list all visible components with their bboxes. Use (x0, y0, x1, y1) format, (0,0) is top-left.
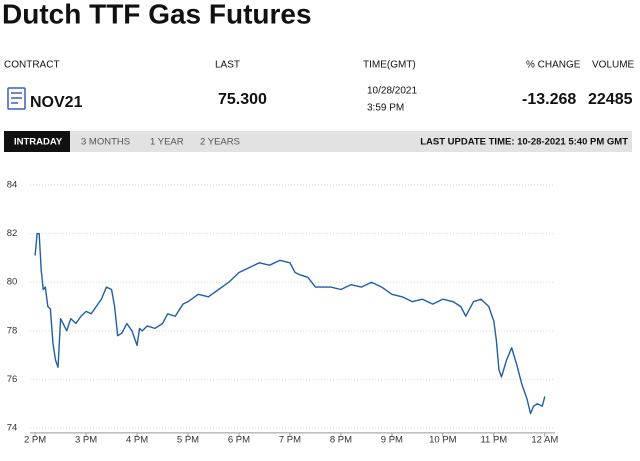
tab[interactable]: 3 MONTHS (81, 137, 130, 148)
tab[interactable]: 2 YEARS (200, 137, 240, 148)
contract-icon (7, 87, 26, 110)
x-tick-label: 12 AM (531, 434, 558, 445)
x-tick-label: 5 PM (177, 434, 199, 445)
y-tick-label: 76 (7, 374, 18, 385)
contract[interactable]: NOV21 (30, 94, 83, 111)
y-tick-label: 78 (7, 325, 18, 336)
x-tick-label: 11 PM (480, 434, 507, 445)
x-tick-label: 7 PM (279, 434, 301, 445)
column-label: % CHANGE (526, 60, 581, 71)
trade-time: 3:59 PM (367, 103, 404, 114)
volume: 22485 (588, 91, 633, 108)
last-price: 75.300 (218, 91, 267, 108)
tab[interactable]: INTRADAY (14, 137, 63, 148)
tab-bar (4, 131, 632, 152)
x-tick-label: 9 PM (381, 434, 403, 445)
x-tick-label: 3 PM (75, 434, 97, 445)
x-tick-label: 6 PM (228, 434, 250, 445)
active-tab (4, 131, 70, 152)
column-label: TIME(GMT) (363, 60, 416, 71)
column-label: CONTRACT (4, 60, 60, 71)
x-tick-label: 2 PM (24, 434, 46, 445)
x-tick-label: 8 PM (330, 434, 352, 445)
trade-date: 10/28/2021 (367, 86, 417, 97)
price-line (34, 232, 546, 415)
page-title: Dutch TTF Gas Futures (2, 0, 312, 29)
y-tick-label: 74 (7, 423, 18, 434)
x-tick-label: 4 PM (126, 434, 148, 445)
y-tick-label: 84 (7, 179, 18, 190)
last-update: LAST UPDATE TIME: 10-28-2021 5:40 PM GMT (420, 137, 628, 148)
column-label: LAST (215, 60, 240, 71)
x-tick-label: 10 PM (429, 434, 457, 445)
y-tick-label: 80 (7, 277, 18, 288)
y-tick-label: 82 (7, 228, 18, 239)
column-label: VOLUME (592, 60, 635, 71)
tab[interactable]: 1 YEAR (150, 137, 184, 148)
percent-change: -13.268 (522, 91, 576, 108)
